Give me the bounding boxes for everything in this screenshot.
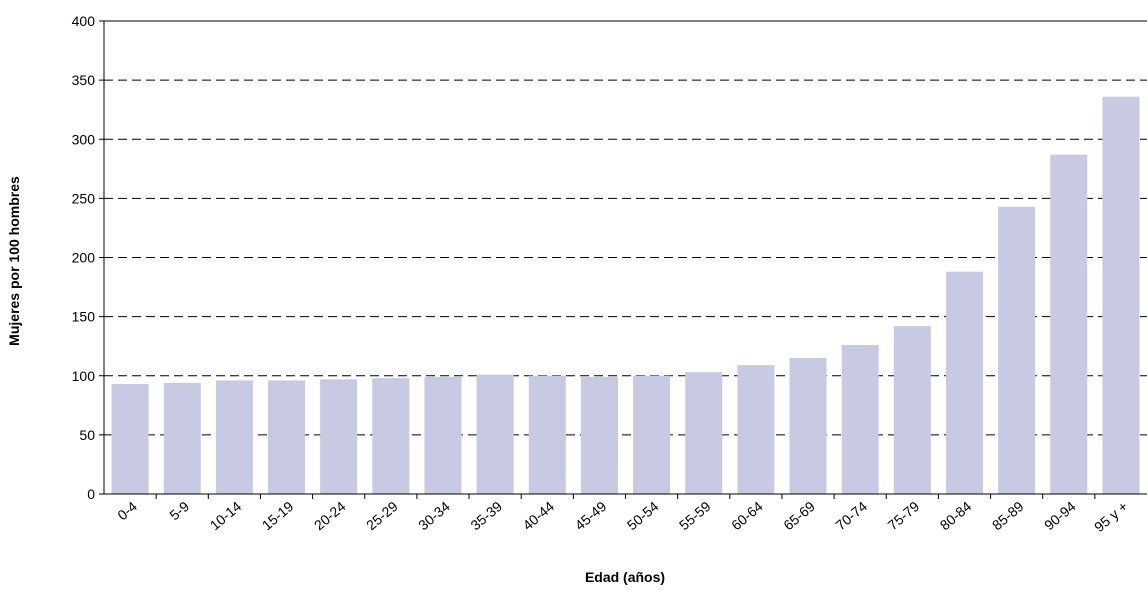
- y-tick-label: 400: [72, 13, 96, 29]
- x-axis-title: Edad (años): [585, 569, 665, 585]
- y-tick-labels: 0 50 100 150 200 250 300 350 400: [72, 13, 96, 502]
- x-tick-label: 5-9: [166, 498, 192, 523]
- bar-0-4: [111, 384, 149, 494]
- y-tick-label: 0: [87, 486, 95, 502]
- x-tick-label: 15-19: [259, 498, 297, 533]
- gridlines: [104, 79, 1147, 436]
- x-tick-label: 25-29: [363, 498, 401, 533]
- y-tick-label: 100: [72, 368, 96, 384]
- y-tick-label: 50: [79, 427, 95, 443]
- x-tick-label: 0-4: [114, 498, 140, 523]
- axes: [99, 20, 1147, 499]
- y-tick-label: 350: [72, 72, 96, 88]
- bar-85-89: [998, 206, 1036, 494]
- bar-90-94: [1050, 154, 1088, 494]
- x-tick-label: 90-94: [1041, 498, 1079, 533]
- y-tick-label: 150: [72, 309, 96, 325]
- bar-30-34: [424, 376, 462, 494]
- bar-25-29: [372, 378, 410, 494]
- bar-50-54: [633, 375, 671, 494]
- y-tick-label: 300: [72, 131, 96, 147]
- bar-20-24: [320, 379, 358, 494]
- x-tick-label: 85-89: [989, 498, 1027, 533]
- y-axis-title: Mujeres por 100 hombres: [6, 176, 22, 346]
- bar-10-14: [215, 380, 253, 494]
- y-tick-label: 200: [72, 250, 96, 266]
- bar-75-79: [893, 326, 931, 494]
- y-tick-label: 250: [72, 190, 96, 206]
- x-tick-labels: 0-4 5-9 10-14 15-19 20-24 25-29 30-34 35-39 40-4…: [114, 498, 1131, 535]
- bar-80-84: [945, 271, 983, 494]
- x-tick-label: 10-14: [207, 498, 245, 533]
- x-tick-label: 30-34: [415, 498, 453, 533]
- bar-60-64: [737, 365, 775, 494]
- x-tick-label: 50-54: [624, 498, 662, 533]
- x-tick-label: 60-64: [728, 498, 766, 533]
- x-tick-label: 20-24: [311, 498, 349, 533]
- bar-55-59: [685, 372, 723, 494]
- bar-35-39: [476, 374, 514, 494]
- x-tick-label: 35-39: [467, 498, 505, 533]
- bar-5-9: [163, 382, 201, 494]
- bar-15-19: [268, 380, 306, 494]
- x-tick-label: 65-69: [780, 498, 818, 533]
- bars: [111, 96, 1140, 495]
- bar-95 y +: [1102, 96, 1140, 495]
- bar-65-69: [789, 358, 827, 494]
- x-tick-label: 75-79: [885, 498, 923, 533]
- x-tick-label: 95 y +: [1091, 498, 1131, 535]
- x-tick-label: 80-84: [937, 498, 975, 533]
- bar-70-74: [841, 345, 879, 494]
- x-tick-label: 45-49: [572, 498, 610, 533]
- x-tick-label: 40-44: [519, 498, 557, 533]
- x-tick-label: 70-74: [832, 498, 870, 533]
- bar-40-44: [528, 375, 566, 494]
- x-tick-label: 55-59: [676, 498, 714, 533]
- bar-45-49: [580, 376, 618, 494]
